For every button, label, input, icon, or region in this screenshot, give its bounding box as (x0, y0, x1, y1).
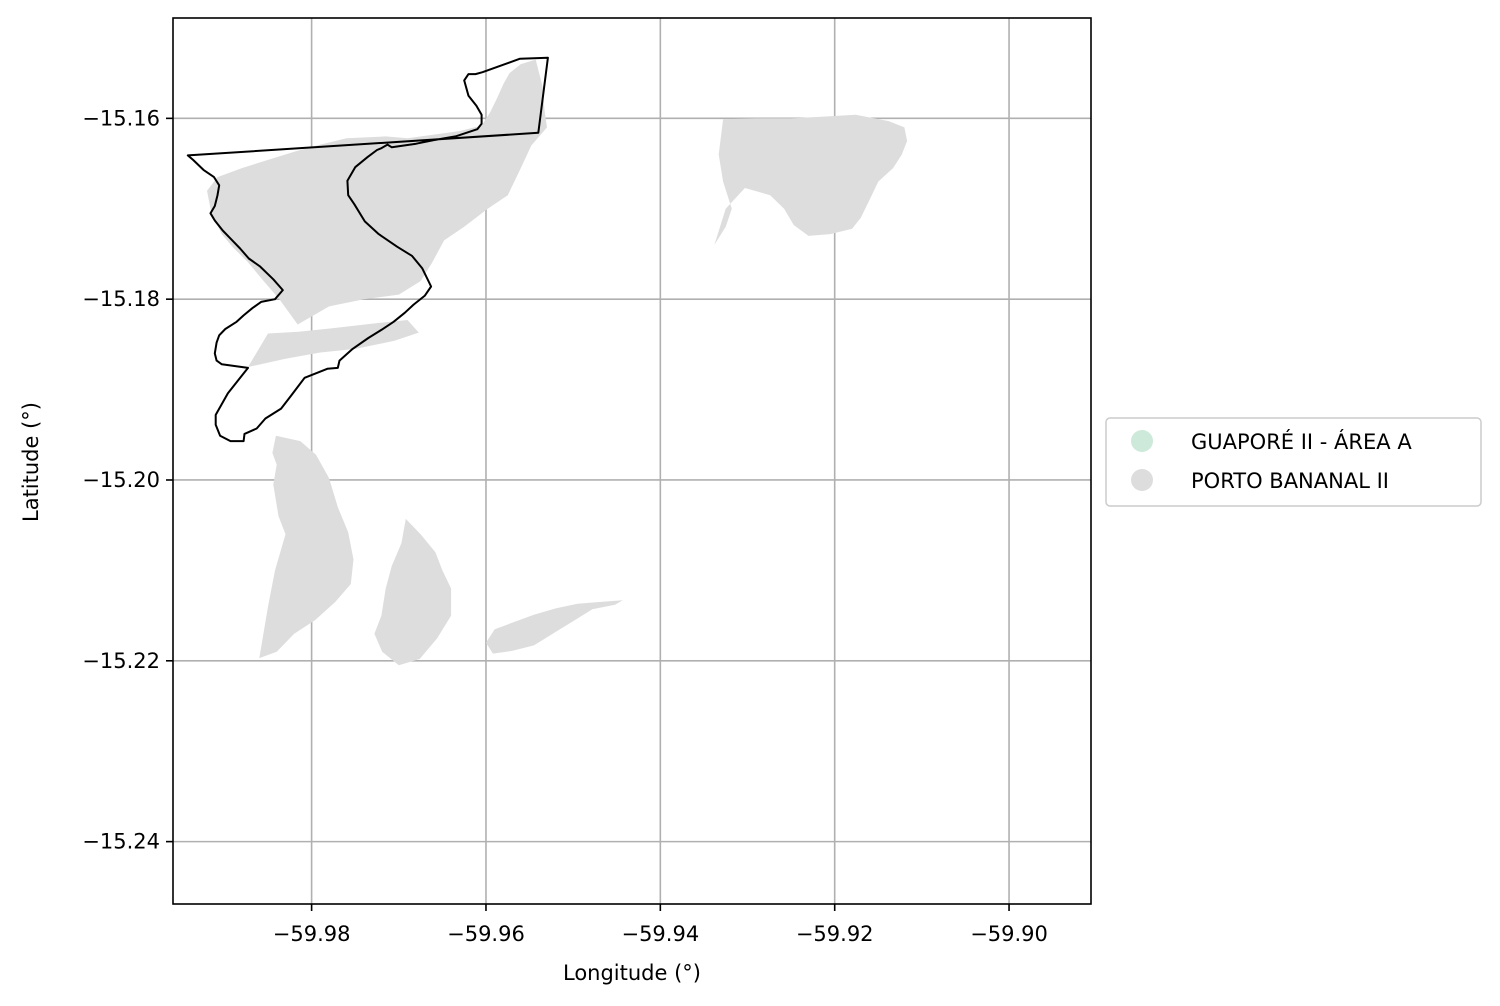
y-tick-label: −15.24 (82, 830, 160, 854)
x-tick-label: −59.92 (796, 922, 874, 946)
x-tick-label: −59.98 (273, 922, 351, 946)
porto-bananal-patch-1 (207, 60, 547, 325)
x-axis-ticks: −59.98 −59.96 −59.94 −59.92 −59.90 (273, 904, 1048, 946)
x-tick-label: −59.96 (447, 922, 525, 946)
y-tick-label: −15.16 (82, 106, 160, 130)
legend-marker-porto-bananal (1131, 469, 1153, 491)
y-tick-label: −15.18 (82, 287, 160, 311)
legend-label-porto-bananal: PORTO BANANAL II (1191, 469, 1389, 493)
porto-bananal-patch-5 (486, 600, 623, 653)
legend: GUAPORÉ II - ÁREA A PORTO BANANAL II (1106, 418, 1481, 506)
y-axis-label: Latitude (°) (19, 402, 43, 522)
y-tick-label: −15.22 (82, 649, 160, 673)
legend-marker-guapore (1131, 430, 1153, 452)
y-tick-label: −15.20 (82, 468, 160, 492)
x-tick-label: −59.94 (621, 922, 699, 946)
legend-label-guapore: GUAPORÉ II - ÁREA A (1191, 429, 1412, 454)
porto-bananal-patch-6 (714, 115, 907, 245)
y-axis-ticks: −15.16 −15.18 −15.20 −15.22 −15.24 (82, 106, 173, 853)
porto-bananal-patch-2 (248, 320, 419, 367)
porto-bananal-patch-3 (259, 436, 353, 658)
x-axis-label: Longitude (°) (563, 961, 701, 985)
porto-bananal-patch-4 (374, 519, 451, 665)
x-tick-label: −59.90 (970, 922, 1048, 946)
